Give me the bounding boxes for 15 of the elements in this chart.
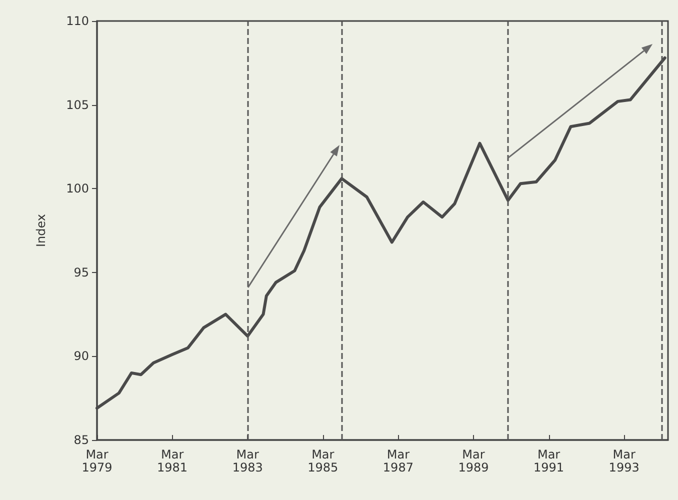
x-tick-label: Mar 1979 (82, 448, 112, 474)
y-tick-label: 100 (66, 182, 89, 196)
x-tick-label: Mar 1989 (458, 448, 489, 474)
y-tick-label: 85 (74, 433, 89, 447)
y-tick-label: 95 (74, 265, 89, 280)
x-tick-label: Mar 1985 (308, 448, 338, 474)
y-tick-label: 110 (66, 14, 89, 28)
x-tick-label: Mar 1981 (157, 448, 188, 474)
y-axis-title: Index (34, 214, 48, 248)
x-tick-label: Mar 1987 (382, 448, 414, 474)
y-tick-label: 90 (74, 349, 89, 364)
x-tick-label: Mar 1993 (608, 448, 640, 474)
x-tick-label: Mar 1983 (232, 448, 263, 474)
x-tick-label: Mar 1991 (534, 448, 564, 474)
y-tick-label: 105 (66, 98, 89, 112)
